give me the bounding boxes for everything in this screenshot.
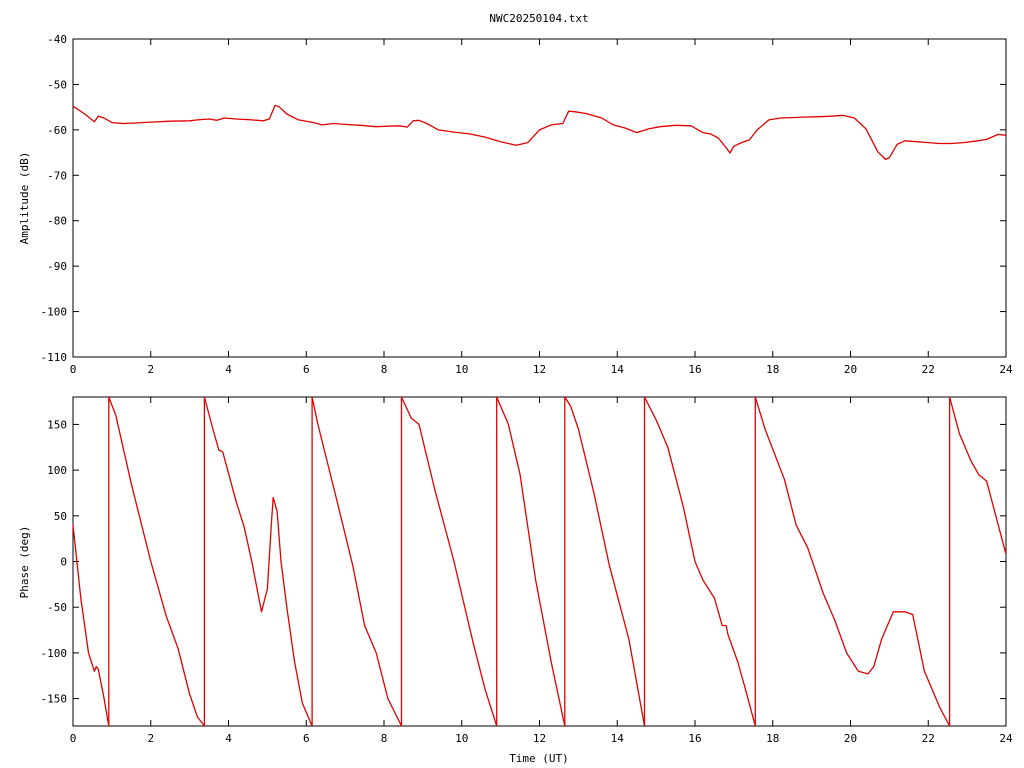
phase-y-axis-label: Phase (deg) [18,526,31,599]
x-tick-label: 4 [225,363,232,376]
x-tick-label: 20 [844,363,857,376]
phase-y-ticks: 150 100 50 0 -50 -100 -150 [41,418,1006,706]
phase-wrap-lines [108,397,951,726]
x-tick-label: 0 [70,363,77,376]
amplitude-series-line [72,104,1007,161]
x-tick-label: 16 [688,732,701,745]
phase-series-line [72,396,1007,727]
y-tick-label: -90 [47,260,67,273]
amplitude-panel: 0 2 4 6 8 10 12 14 16 18 20 22 24 -40-50-60-70-80-90… [18,33,1013,376]
x-tick-label: 14 [611,363,625,376]
y-tick-label: 50 [54,510,67,523]
phase-panel: 0 2 4 6 8 10 12 14 16 18 20 22 24 150100500-50-100-1… [18,396,1013,765]
x-tick-label: 24 [999,363,1013,376]
x-tick-label: 18 [766,732,779,745]
x-tick-label: 8 [381,363,388,376]
x-tick-label: 8 [381,732,388,745]
y-tick-label: -150 [41,693,68,706]
x-tick-label: 6 [303,732,310,745]
y-tick-label: -100 [41,647,68,660]
x-tick-label: 22 [922,732,935,745]
chart-title: NWC20250104.txt [489,12,588,25]
x-tick-label: 14 [611,732,625,745]
amplitude-y-axis-label: Amplitude (dB) [18,152,31,245]
y-tick-label: -40 [47,33,67,46]
phase-x-axis-label: Time (UT) [509,752,569,765]
x-tick-label: 6 [303,363,310,376]
y-tick-label: -60 [47,124,67,137]
x-tick-label: 24 [999,732,1013,745]
y-tick-label: -80 [47,215,67,228]
x-tick-label: 18 [766,363,779,376]
y-tick-label: 100 [47,464,67,477]
y-tick-label: 0 [60,556,67,569]
y-tick-label: -50 [47,78,67,91]
amplitude-y-ticks: -40 -50 -60 -70 -80 -90 -100 -110 [41,33,1006,364]
x-tick-label: 10 [455,363,468,376]
x-tick-label: 0 [70,732,77,745]
y-tick-label: 150 [47,418,67,431]
x-tick-label: 2 [147,732,154,745]
y-tick-label: -100 [41,306,68,319]
y-tick-label: -70 [47,169,67,182]
y-tick-label: -50 [47,601,67,614]
x-tick-label: 20 [844,732,857,745]
amplitude-x-ticks: 0 2 4 6 8 10 12 14 16 18 20 22 24 [70,39,1013,376]
x-tick-label: 4 [225,732,232,745]
x-tick-label: 12 [533,363,546,376]
x-tick-label: 22 [922,363,935,376]
phase-x-ticks: 0 2 4 6 8 10 12 14 16 18 20 22 24 [70,397,1013,745]
x-tick-label: 16 [688,363,701,376]
x-tick-label: 12 [533,732,546,745]
x-tick-label: 10 [455,732,468,745]
y-tick-label: -110 [41,351,68,364]
x-tick-label: 2 [147,363,154,376]
